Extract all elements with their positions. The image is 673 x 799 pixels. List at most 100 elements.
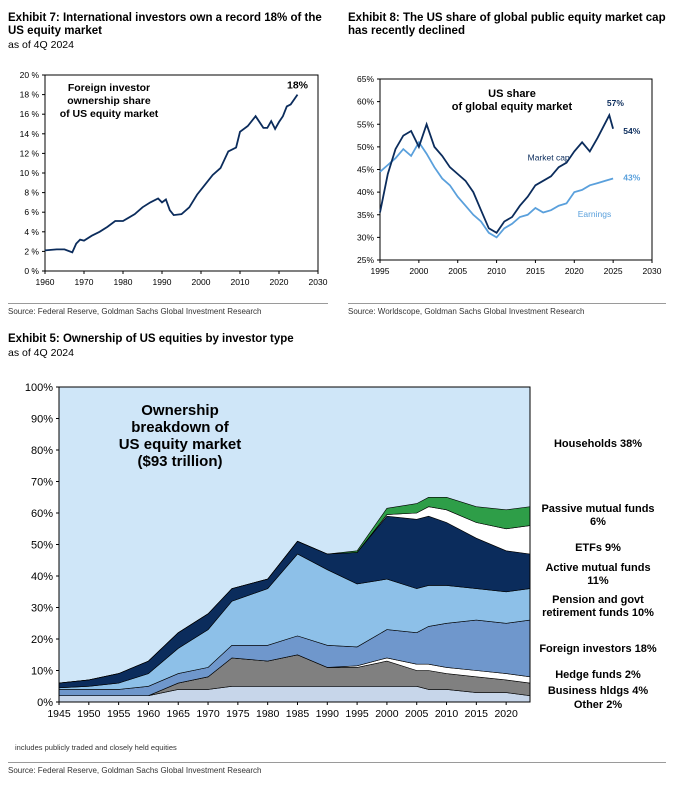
series-label: 11%	[587, 575, 609, 587]
exhibit7-title: Exhibit 7: International investors own a…	[8, 12, 322, 37]
foreign-share-line	[44, 94, 299, 254]
exhibit8-ticks: 25% 30% 35% 40% 45% 50% 55% 60% 65% 1995 2000 2005 2…	[357, 74, 662, 276]
x-tick-label: 2015	[526, 266, 545, 276]
series-label: Other 2%	[574, 699, 623, 711]
exhibit8-chart-title-line: of global equity market	[452, 101, 573, 113]
x-tick-label: 2005	[448, 266, 467, 276]
x-tick-label: 1955	[107, 708, 131, 720]
exhibit8-chart-title-line: US share	[488, 88, 536, 100]
x-tick-label: 2020	[494, 708, 518, 720]
x-tick-label: 1980	[256, 708, 280, 720]
foreign-share-end-label: 18%	[287, 80, 309, 92]
y-tick-label: 20 %	[20, 70, 40, 80]
series-label: Hedge funds 2%	[555, 669, 641, 681]
ownership-title-line: ($93 trillion)	[137, 453, 222, 470]
x-tick-label: 2010	[487, 266, 506, 276]
earnings-legend-label: Earnings	[578, 209, 612, 219]
x-tick-label: 2000	[409, 266, 428, 276]
exhibit5-subtitle: as of 4Q 2024	[8, 347, 74, 359]
y-tick-label: 80%	[31, 445, 53, 457]
exhibit5-chart: 0% 10% 20% 30% 40% 50% 60% 70% 80% 90% 100% 1945 195…	[25, 382, 657, 720]
market-cap-share-line	[379, 112, 614, 234]
x-tick-label: 2000	[375, 708, 399, 720]
series-label: Foreign investors 18%	[539, 643, 657, 655]
ownership-title-line: Ownership	[141, 402, 219, 419]
x-tick-label: 2025	[604, 266, 623, 276]
y-tick-label: 60%	[357, 97, 374, 107]
exhibit5-axes: 0% 10% 20% 30% 40% 50% 60% 70% 80% 90% 100% 1945 195…	[25, 382, 531, 720]
exhibit5-source: Source: Federal Reserve, Goldman Sachs G…	[8, 766, 262, 775]
exhibit7-chart: 0 % 2 % 4 % 6 % 8 % 10 % 12 % 14 % 16 % 18 % 20 % 1…	[20, 70, 328, 287]
exhibit5-title: Exhibit 5: Ownership of US equities by i…	[8, 333, 294, 345]
exhibit7-divider	[8, 303, 328, 304]
y-tick-label: 25%	[357, 255, 374, 265]
y-tick-label: 18 %	[20, 90, 40, 100]
y-tick-label: 45%	[357, 165, 374, 175]
y-tick-label: 20%	[31, 634, 53, 646]
exhibit7-ticks: 0 % 2 % 4 % 6 % 8 % 10 % 12 % 14 % 16 % 18 % 20 % 1…	[20, 70, 328, 287]
y-tick-label: 40%	[31, 571, 53, 583]
foreign-share-annotation-line: ownership share	[67, 95, 151, 107]
y-tick-label: 8 %	[24, 188, 39, 198]
foreign-share-annotation-line: Foreign investor	[68, 82, 150, 94]
x-tick-label: 1990	[153, 277, 172, 287]
series-label: Passive mutual funds	[541, 503, 654, 515]
earnings-end-label: 43%	[623, 172, 640, 182]
y-tick-label: 0%	[37, 697, 53, 709]
ownership-title-line: breakdown of	[131, 419, 230, 436]
x-tick-label: 1960	[137, 708, 161, 720]
y-tick-label: 0 %	[24, 266, 39, 276]
series-label: Active mutual funds	[545, 562, 650, 574]
x-tick-label: 1990	[316, 708, 340, 720]
x-tick-label: 1945	[47, 708, 71, 720]
x-tick-label: 2020	[565, 266, 584, 276]
exhibit5-divider	[8, 762, 666, 763]
series-label: retirement funds 10%	[542, 607, 654, 619]
y-tick-label: 6 %	[24, 207, 39, 217]
x-tick-label: 1975	[226, 708, 250, 720]
y-tick-label: 100%	[25, 382, 53, 394]
y-tick-label: 70%	[31, 477, 53, 489]
y-tick-label: 14 %	[20, 129, 40, 139]
ownership-title-line: US equity market	[119, 436, 242, 453]
earnings-share-line	[379, 140, 614, 239]
x-tick-label: 2020	[270, 277, 289, 287]
x-tick-label: 1960	[36, 277, 55, 287]
x-tick-label: 1985	[286, 708, 310, 720]
series-label: 6%	[590, 516, 606, 528]
y-tick-label: 40%	[357, 187, 374, 197]
exhibit5-footnote: includes publicly traded and closely hel…	[15, 743, 177, 752]
x-tick-label: 2030	[643, 266, 662, 276]
series-label: Households 38%	[554, 438, 642, 450]
y-tick-label: 10%	[31, 666, 53, 678]
y-tick-label: 90%	[31, 414, 53, 426]
y-tick-label: 2 %	[24, 246, 39, 256]
y-tick-label: 4 %	[24, 227, 39, 237]
y-tick-label: 30%	[31, 603, 53, 615]
x-tick-label: 1995	[345, 708, 369, 720]
y-tick-label: 50%	[31, 540, 53, 552]
y-tick-label: 16 %	[20, 109, 40, 119]
market-cap-end-label: 54%	[623, 126, 640, 136]
market-cap-peak-label: 57%	[607, 98, 624, 108]
y-tick-label: 35%	[357, 210, 374, 220]
x-tick-label: 2000	[192, 277, 211, 287]
exhibit8-source: Source: Worldscope, Goldman Sachs Global…	[348, 307, 585, 316]
exhibit8-divider	[348, 303, 666, 304]
foreign-share-annotation-line: of US equity market	[60, 108, 159, 120]
x-tick-label: 1995	[371, 266, 390, 276]
market-cap-legend-label: Market cap	[528, 152, 570, 162]
y-tick-label: 55%	[357, 119, 374, 129]
y-tick-label: 60%	[31, 508, 53, 520]
x-tick-label: 2015	[465, 708, 489, 720]
x-tick-label: 1970	[75, 277, 94, 287]
exhibit7-subtitle: as of 4Q 2024	[8, 39, 74, 51]
y-tick-label: 10 %	[20, 168, 40, 178]
y-tick-label: 50%	[357, 142, 374, 152]
x-tick-label: 1950	[77, 708, 101, 720]
series-label: ETFs 9%	[575, 542, 621, 554]
y-tick-label: 65%	[357, 74, 374, 84]
exhibit8-chart: 25% 30% 35% 40% 45% 50% 55% 60% 65% 1995 2000 2005 2…	[357, 74, 662, 276]
